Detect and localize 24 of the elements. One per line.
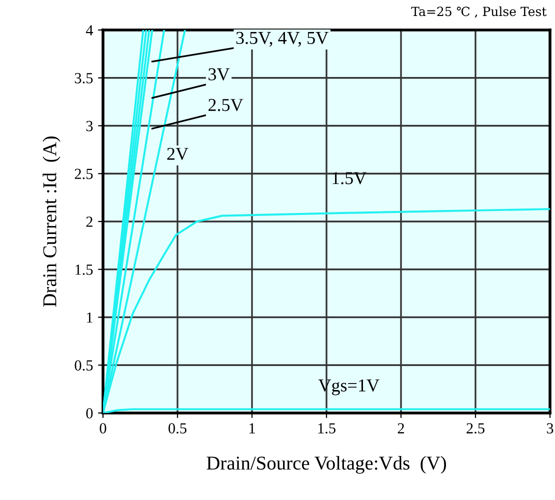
x-tick-label: 2 — [398, 423, 404, 434]
annotation: 3V — [208, 68, 230, 81]
x-tick-label: 0.5 — [168, 423, 186, 434]
text: Ta=25 ℃ , Pulse Test — [411, 6, 547, 18]
y-tick-label: 1.5 — [76, 264, 93, 275]
y-tick-label: 1 — [86, 312, 92, 323]
annotation: 1.5V — [332, 172, 366, 184]
x-axis-title: Drain/Source Voltage:Vds (V) — [206, 456, 446, 474]
y-tick-label: 0.5 — [74, 360, 93, 371]
y-tick-label: 3 — [86, 120, 93, 132]
y-axis-title: Drain Current :Id (A) — [42, 136, 60, 307]
y-tick-label: 0 — [86, 408, 93, 418]
y-tick-label: 3.5 — [74, 73, 93, 84]
annotation: 2.5V — [208, 98, 244, 112]
y-tick-label: 4 — [86, 25, 94, 36]
y-tick-label: 2.5 — [74, 168, 93, 180]
x-tick-label: 1 — [250, 423, 255, 434]
annotation: 3.5V, 4V, 5V — [236, 32, 328, 47]
x-tick-label: 3 — [546, 423, 554, 434]
x-tick-label: 2.5 — [466, 423, 484, 434]
y-tick-label: 2 — [86, 216, 92, 227]
x-tick-label: 1.5 — [318, 423, 336, 434]
annotation: 2V — [167, 148, 188, 160]
x-tick-label: 0 — [100, 423, 106, 434]
